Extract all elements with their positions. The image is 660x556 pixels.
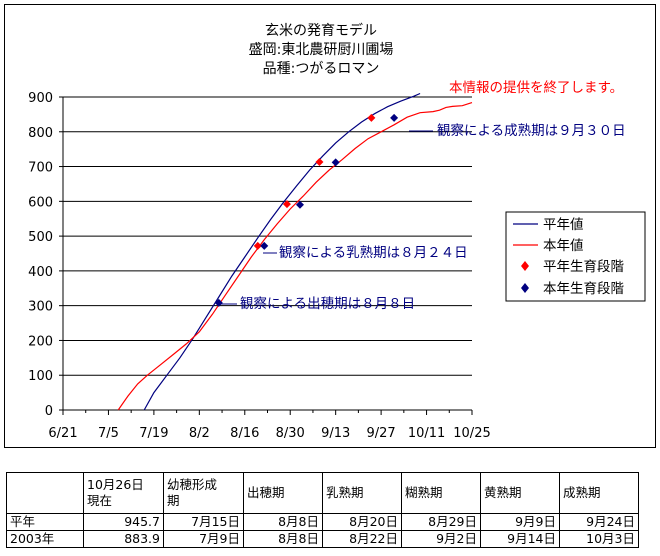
x-tick-label-7-5: 7/5 — [98, 426, 119, 441]
table-header-text: 10月26日 — [87, 477, 144, 492]
table-header-text: 出穂期 — [247, 485, 285, 500]
table-cell: 945.7 — [83, 513, 164, 531]
chart-title-line-1: 玄米の発育モデル — [265, 22, 377, 39]
table-header-text: 糊熟期 — [405, 485, 443, 500]
table-header-text: 成熟期 — [563, 485, 601, 500]
y-tick-label-500: 500 — [28, 230, 53, 245]
stage-marker-normal-2 — [315, 158, 324, 167]
series-line-normal — [143, 92, 421, 411]
chart-title-line-3: 品種:つがるロマン — [263, 61, 380, 77]
stage-marker-current-3 — [331, 158, 340, 167]
stage-marker-normal-3 — [367, 113, 376, 122]
legend-box — [505, 211, 646, 302]
x-tick-label-8-16: 8/16 — [230, 426, 259, 441]
y-tick-label-0: 0 — [45, 404, 53, 419]
x-tick-label-7-19: 7/19 — [139, 426, 168, 441]
x-tick-label-10-11: 10/11 — [408, 426, 445, 441]
table-cell: 8月8日 — [243, 513, 323, 531]
plot-area: 0 100 200 300 400 500 600 700 800 900 6/21 7/5 7/19 8… — [28, 91, 491, 441]
table-cell: 8月22日 — [322, 530, 402, 548]
y-tick-label-900: 900 — [28, 91, 53, 106]
table-row: 平年 945.7 7月15日 8月8日 8月20日 8月29日 9月9日 9月24日 — [6, 513, 639, 531]
table-cell: 9月24日 — [559, 513, 639, 531]
annotations: 本情報の提供を終了します。 観察による成熟期は９月３０日 観察による乳熟期は８月… — [217, 80, 626, 312]
x-tick-label-9-27: 9/27 — [367, 426, 396, 441]
table-row: 2003年 883.9 7月9日 8月8日 8月22日 9月2日 9月14日 10月3日 — [6, 530, 639, 548]
growth-model-chart: 玄米の発育モデル 盛岡:東北農研厨川圃場 品種:つがるロマン 0 100 200 30… — [28, 22, 646, 441]
x-tick-label-10-25: 10/25 — [453, 426, 490, 441]
table-header-text: 現在 — [87, 493, 113, 508]
table-header-cell: 乳熟期 — [322, 472, 402, 514]
legend-swatch-normal-stage — [521, 261, 529, 271]
chart-title-line-2: 盛岡:東北農研厨川圃場 — [249, 42, 394, 58]
annotation-heading-date: 観察による出穂期は８月８日 — [240, 295, 415, 312]
legend-swatch-current-stage — [521, 283, 529, 293]
chart-legend: 平年値 本年値 平年生育段階 本年生育段階 — [505, 211, 646, 302]
table-header-row: 10月26日 現在 幼穂形成期出穂期 乳熟期 糊熟期 黄熟期 成熟期 — [6, 472, 639, 514]
annotation-milk-date: 観察による乳熟期は８月２４日 — [279, 244, 468, 261]
table-cell: 9月14日 — [480, 530, 560, 548]
table-header-cell: 黄熟期 — [480, 472, 560, 514]
y-tick-label-400: 400 — [28, 265, 53, 280]
table-cell: 8月29日 — [401, 513, 481, 531]
stage-marker-current-2 — [295, 200, 304, 209]
legend-label-current: 本年値 — [543, 238, 584, 254]
y-tick-label-200: 200 — [28, 334, 53, 349]
annotation-mature-date: 観察による成熟期は９月３０日 — [437, 122, 626, 139]
table-header-text: 乳熟期 — [326, 485, 364, 500]
y-tick-label-600: 600 — [28, 195, 53, 210]
table-header-text: 黄熟期 — [484, 485, 522, 500]
table-cell: 8月20日 — [322, 513, 402, 531]
table-header-cell: 糊熟期 — [401, 472, 481, 514]
table-cell: 883.9 — [83, 530, 164, 548]
x-tick-label-6-21: 6/21 — [48, 426, 77, 441]
x-tick-label-9-13: 9/13 — [321, 426, 350, 441]
x-tick-label-8-2: 8/2 — [189, 426, 210, 441]
table-header-text: 幼穂形成 — [167, 477, 218, 492]
y-tick-label-700: 700 — [28, 161, 53, 176]
table-header-cell — [6, 472, 84, 514]
table-cell: 9月9日 — [480, 513, 560, 531]
table-header-cell: 出穂期 — [243, 472, 323, 514]
x-tick-label-8-30: 8/30 — [276, 426, 305, 441]
stage-marker-normal-0 — [253, 241, 262, 250]
table-row-label: 2003年 — [6, 530, 84, 548]
chart-frame: 玄米の発育モデル 盛岡:東北農研厨川圃場 品種:つがるロマン 0 100 200 30… — [4, 4, 656, 448]
stage-marker-current-4 — [390, 113, 399, 122]
table-header-cell: 10月26日 現在 — [83, 472, 164, 514]
table-cell: 7月15日 — [163, 513, 244, 531]
growth-stage-table: 10月26日 現在 幼穂形成期出穂期 乳熟期 糊熟期 黄熟期 成熟期 平年 945.7 7月15… — [6, 472, 639, 548]
legend-label-normal-stage: 平年生育段階 — [543, 259, 624, 275]
stage-marker-current-1 — [260, 241, 269, 250]
table-cell: 7月9日 — [163, 530, 244, 548]
table-row-label: 平年 — [6, 513, 84, 531]
table-cell: 9月2日 — [401, 530, 481, 548]
table-header-cell: 幼穂形成期 — [163, 472, 244, 514]
stage-marker-normal-1 — [282, 200, 291, 209]
y-tick-label-800: 800 — [28, 126, 53, 141]
table-cell: 10月3日 — [559, 530, 639, 548]
y-tick-label-300: 300 — [28, 300, 53, 315]
legend-label-normal: 平年値 — [543, 217, 584, 233]
y-tick-label-100: 100 — [28, 369, 53, 384]
table-header-cell: 成熟期 — [559, 472, 639, 514]
stage-marker-current-0 — [214, 298, 223, 307]
table-cell: 8月8日 — [243, 530, 323, 548]
table-header-text: 期 — [167, 493, 180, 508]
legend-label-current-stage: 本年生育段階 — [543, 281, 624, 297]
series-line-current — [117, 102, 473, 411]
annotation-end-notice: 本情報の提供を終了します。 — [449, 80, 623, 96]
